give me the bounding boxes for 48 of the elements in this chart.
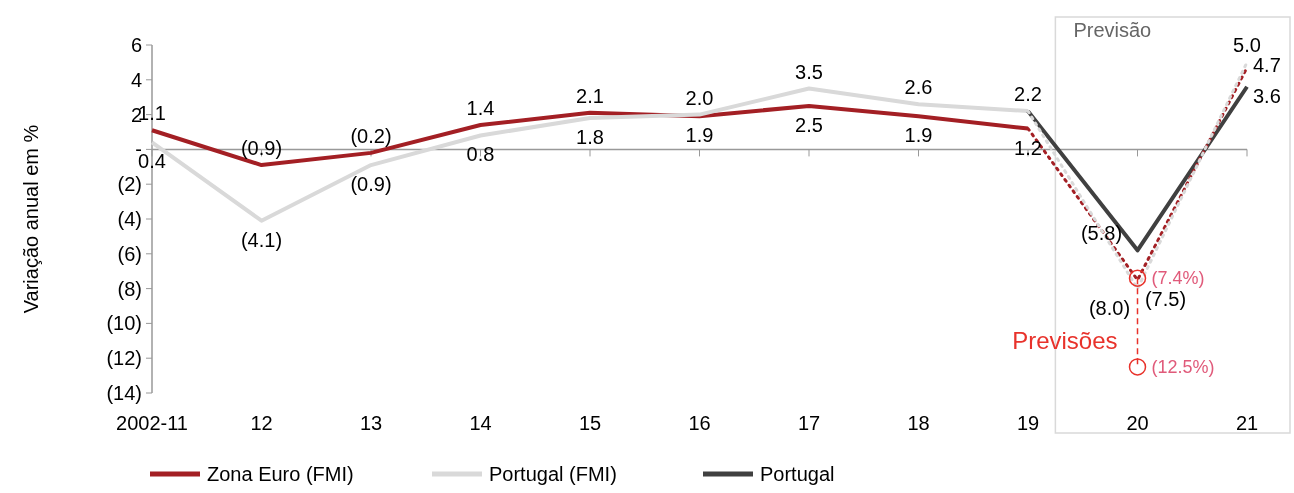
data-label: 3.6 [1253,84,1281,107]
x-tick-label: 2002-11 [116,412,188,434]
y-tick-label: (14) [106,382,142,404]
data-label: 2.1 [576,84,604,107]
data-label: 0.8 [466,143,495,166]
y-tick-label: (10) [106,312,142,335]
x-tick-label: 17 [797,412,821,434]
y-axis-title: Variação anual em % [20,124,42,314]
data-label: 3.5 [795,60,823,83]
data-label: (0.9) [240,137,283,160]
legend-label: Portugal (FMI) [489,463,617,485]
x-tick-label: 18 [907,412,930,434]
data-label: 1.2 [1014,136,1042,159]
data-label: (7.5) [1144,287,1187,310]
text: Previsão [1073,19,1152,41]
y-tick-label: (2) [117,173,142,196]
y-tick-label: (6) [117,242,142,265]
y-tick-label: (4) [117,208,142,230]
data-label: 2.2 [1014,83,1042,106]
x-tick-label: 13 [359,412,383,434]
data-label: (8.0) [1088,296,1131,319]
x-tick-label: 12 [250,412,273,434]
data-label: (12.5%) [1151,356,1215,377]
data-label: 2.5 [795,113,823,136]
data-label: 1.9 [685,124,714,147]
x-tick-label: 14 [469,412,492,434]
data-label: (4.1) [240,228,283,251]
series-label: Previsões [1012,326,1118,354]
y-tick-label: 6 [130,34,142,56]
x-tick-label: 16 [688,412,711,434]
y-tick-label: 4 [130,68,142,91]
x-tick-label: 21 [1235,412,1259,434]
x-tick-label: 20 [1126,412,1149,434]
data-label: 2.0 [685,86,714,109]
data-label: (0.9) [350,173,392,196]
legend-label: Zona Euro (FMI) [207,463,354,485]
data-label: (7.4%) [1151,268,1205,289]
y-tick-label: (12) [106,347,142,370]
x-tick-label: 15 [578,412,602,434]
data-label: 1.4 [466,97,495,120]
data-label: 1.9 [904,124,933,147]
data-label: 1.8 [576,126,604,149]
data-label: 2.6 [904,76,933,99]
x-tick-label: 19 [1016,412,1040,434]
data-label: (0.2) [350,124,392,147]
data-label: (5.8) [1080,222,1123,245]
legend-label: Portugal [760,463,835,485]
y-tick-label: (8) [117,277,142,300]
